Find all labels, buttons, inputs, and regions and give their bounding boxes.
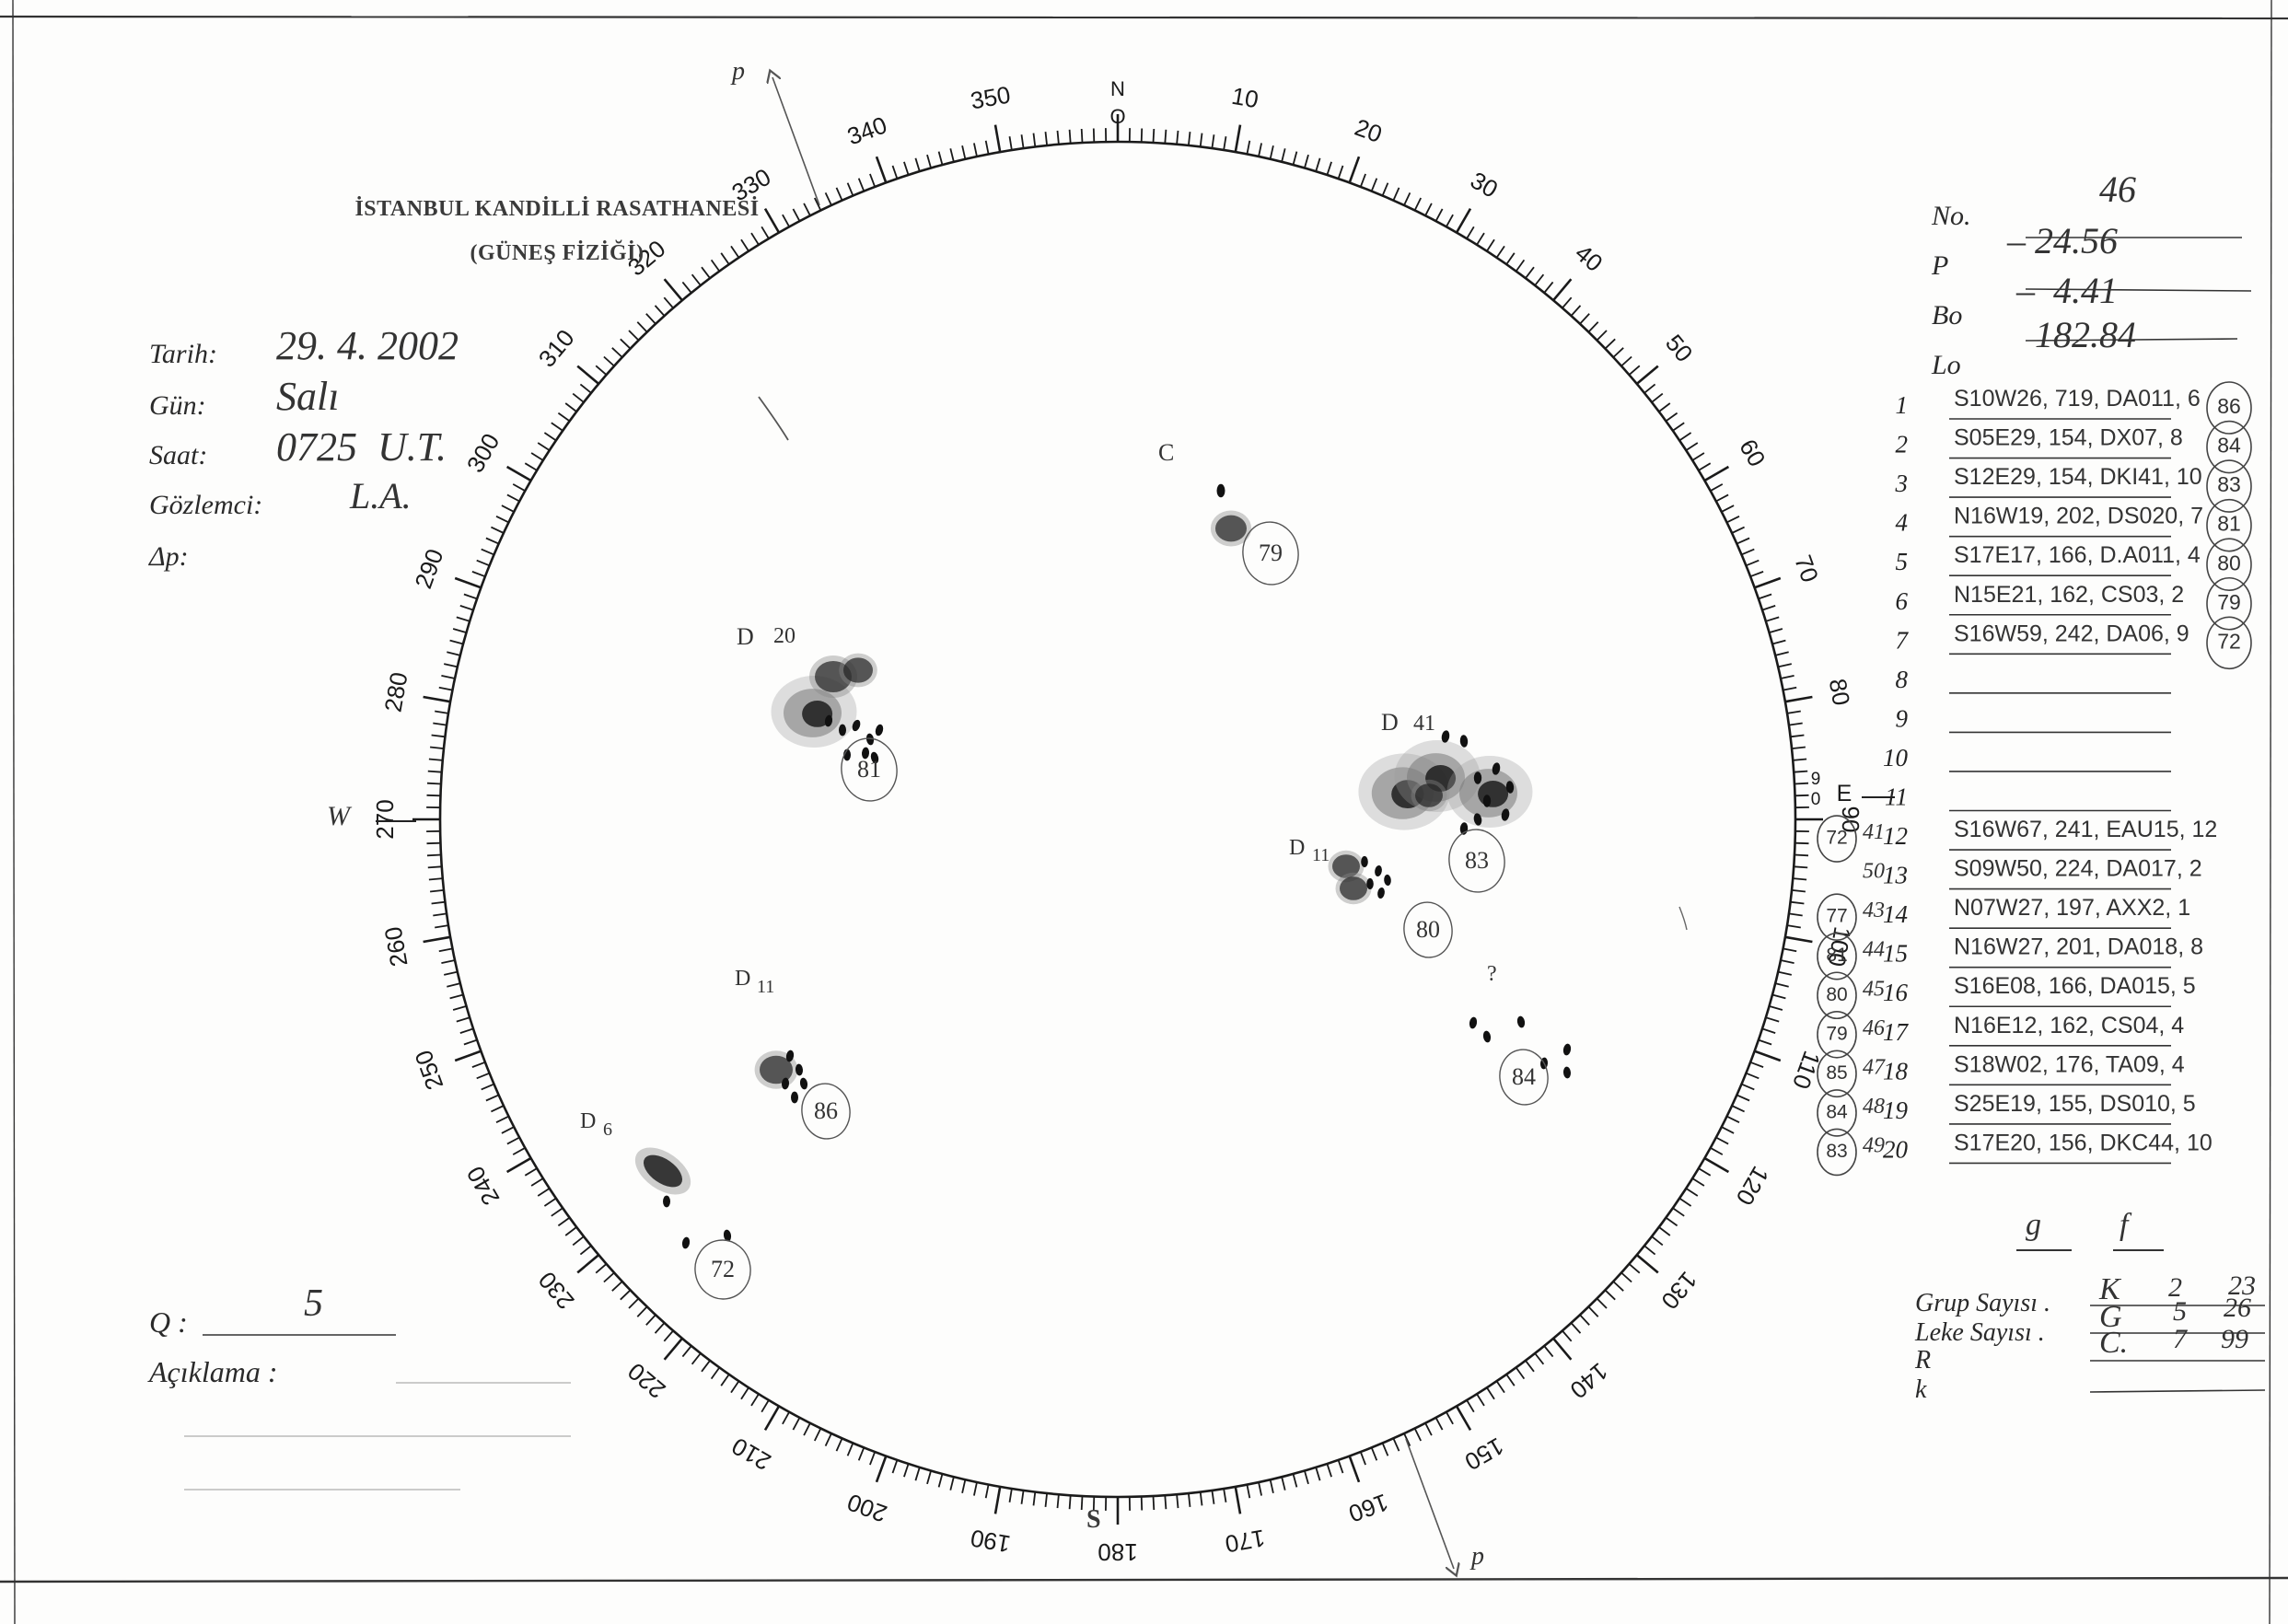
svg-text:72: 72 xyxy=(711,1256,735,1282)
svg-text:86: 86 xyxy=(814,1097,838,1124)
svg-text:80: 80 xyxy=(1416,916,1440,943)
svg-text:D: D xyxy=(580,1109,596,1133)
svg-text:20: 20 xyxy=(773,624,796,648)
svg-text:?: ? xyxy=(1487,962,1497,986)
svg-text:D: D xyxy=(1381,709,1399,736)
svg-text:41: 41 xyxy=(1413,712,1435,736)
svg-text:79: 79 xyxy=(1259,539,1283,566)
svg-text:D: D xyxy=(735,967,750,991)
svg-text:11: 11 xyxy=(757,977,774,997)
svg-text:D: D xyxy=(1289,836,1305,860)
svg-text:C: C xyxy=(1158,439,1174,466)
svg-text:81: 81 xyxy=(857,756,881,783)
svg-text:83: 83 xyxy=(1465,847,1489,874)
svg-text:11: 11 xyxy=(1312,845,1330,865)
svg-text:84: 84 xyxy=(1512,1063,1536,1090)
svg-text:D: D xyxy=(737,623,754,650)
svg-text:6: 6 xyxy=(603,1119,612,1140)
